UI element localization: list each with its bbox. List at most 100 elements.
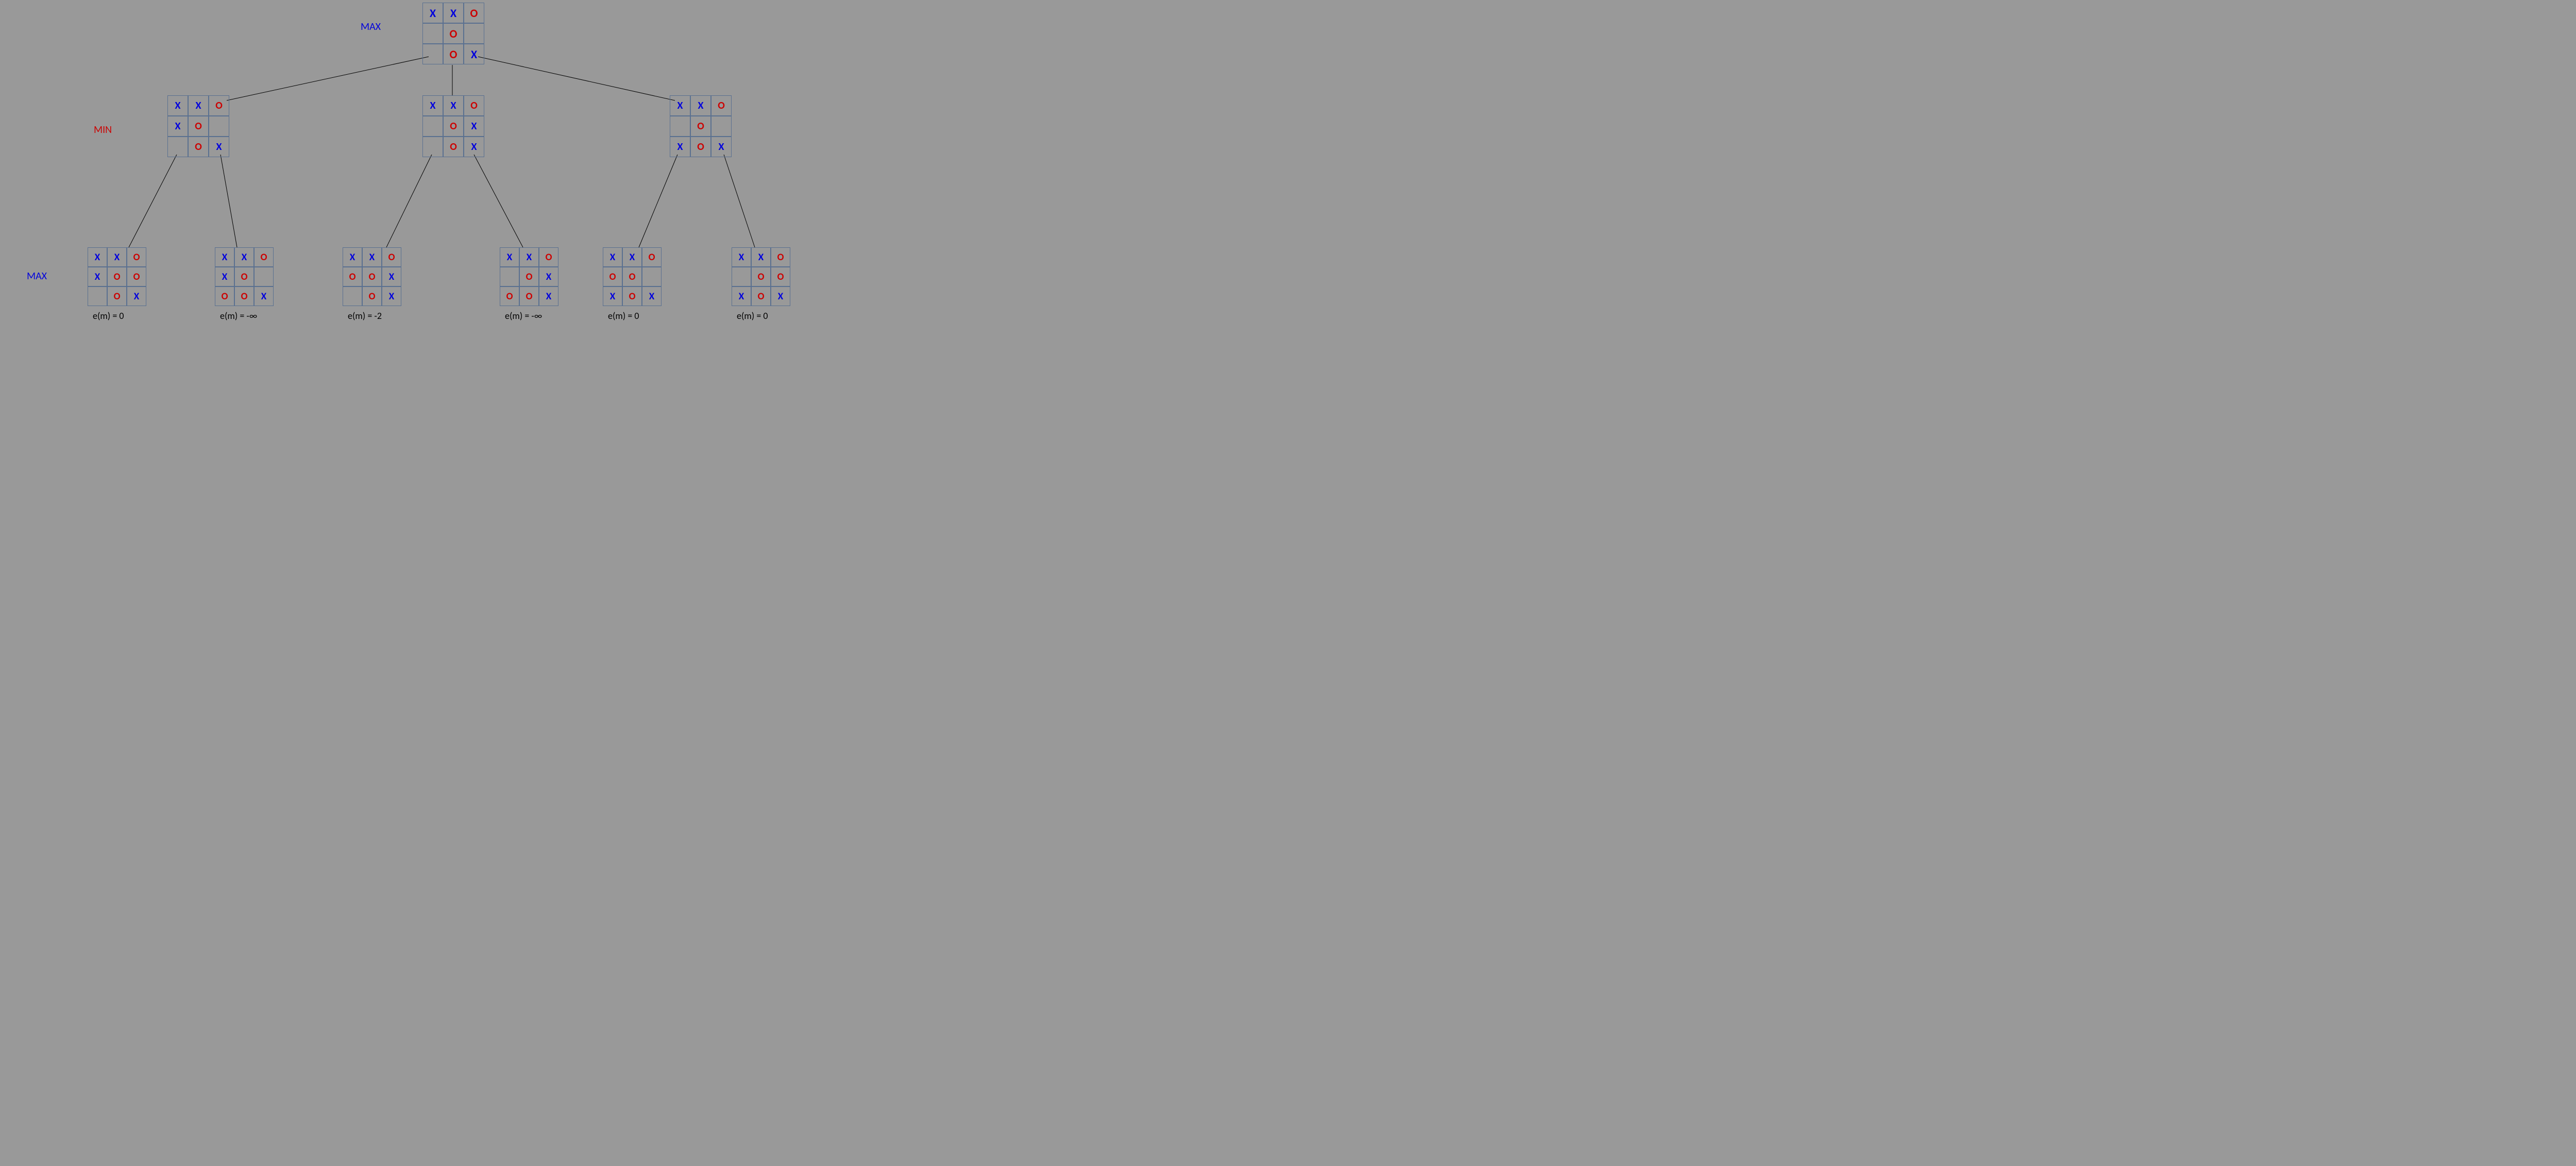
l1-cell-6: [88, 286, 107, 306]
m1-cell-7: O: [188, 137, 209, 157]
m3-board: XXOOXOX: [670, 95, 732, 157]
m3-cell-4: O: [690, 116, 711, 137]
label-max-top: MAX: [361, 21, 381, 33]
l3-cell-8: X: [382, 286, 401, 306]
m1-cell-5: [209, 116, 229, 137]
m2-board: XXOOXOX: [422, 95, 484, 157]
l1-cell-1: X: [107, 247, 127, 267]
m2-cell-6: [422, 137, 443, 157]
l6-board: XXOOOXOX: [732, 247, 790, 306]
l1-cell-0: X: [88, 247, 107, 267]
root-cell-0: X: [422, 3, 443, 23]
l5-cell-4: O: [622, 267, 642, 286]
root-board: XXOOOX: [422, 3, 484, 64]
l3-board: XXOOOXOX: [343, 247, 401, 306]
l5-cell-7: O: [622, 286, 642, 306]
l5-cell-1: X: [622, 247, 642, 267]
l1-cell-8: X: [127, 286, 146, 306]
l5-cell-0: X: [603, 247, 622, 267]
l5-board: XXOOOXOX: [603, 247, 662, 306]
l4-cell-3: [500, 267, 519, 286]
l5-cell-3: O: [603, 267, 622, 286]
l6-cell-7: O: [751, 286, 771, 306]
m3-cell-2: O: [711, 95, 732, 116]
l3-cell-0: X: [343, 247, 362, 267]
l3-eval: e(m) = -2: [348, 310, 382, 322]
label-max-bottom: MAX: [27, 270, 47, 282]
l3-cell-7: O: [362, 286, 382, 306]
m2-cell-8: X: [464, 137, 484, 157]
m3-cell-8: X: [711, 137, 732, 157]
l2-cell-5: [254, 267, 274, 286]
m2-cell-4: O: [443, 116, 464, 137]
l4-cell-5: X: [539, 267, 558, 286]
l6-eval: e(m) = 0: [737, 310, 768, 322]
l5-cell-5: [642, 267, 662, 286]
l5-cell-8: X: [642, 286, 662, 306]
l2-cell-8: X: [254, 286, 274, 306]
m2-cell-5: X: [464, 116, 484, 137]
l6-cell-6: X: [732, 286, 751, 306]
label-min: MIN: [94, 124, 112, 136]
m3-cell-6: X: [670, 137, 690, 157]
l4-cell-0: X: [500, 247, 519, 267]
l2-cell-3: X: [215, 267, 234, 286]
root-cell-3: [422, 23, 443, 44]
l1-cell-7: O: [107, 286, 127, 306]
l3-cell-5: X: [382, 267, 401, 286]
m2-cell-0: X: [422, 95, 443, 116]
l6-cell-0: X: [732, 247, 751, 267]
m2-cell-7: O: [443, 137, 464, 157]
l3-cell-4: O: [362, 267, 382, 286]
l5-cell-2: O: [642, 247, 662, 267]
l1-cell-2: O: [127, 247, 146, 267]
m2-cell-2: O: [464, 95, 484, 116]
l1-board: XXOXOOOX: [88, 247, 146, 306]
l5-cell-6: X: [603, 286, 622, 306]
l2-cell-7: O: [234, 286, 254, 306]
l2-cell-1: X: [234, 247, 254, 267]
l6-cell-5: O: [771, 267, 790, 286]
l2-cell-4: O: [234, 267, 254, 286]
m3-cell-5: [711, 116, 732, 137]
l2-cell-0: X: [215, 247, 234, 267]
l5-eval: e(m) = 0: [608, 310, 639, 322]
root-cell-2: O: [464, 3, 484, 23]
m1-cell-8: X: [209, 137, 229, 157]
l3-cell-3: O: [343, 267, 362, 286]
l6-cell-8: X: [771, 286, 790, 306]
l1-eval: e(m) = 0: [93, 310, 124, 322]
l6-cell-3: [732, 267, 751, 286]
m1-board: XXOXOOX: [167, 95, 229, 157]
l1-cell-3: X: [88, 267, 107, 286]
l4-cell-8: X: [539, 286, 558, 306]
l4-board: XXOOXOOX: [500, 247, 558, 306]
l4-cell-2: O: [539, 247, 558, 267]
l1-cell-4: O: [107, 267, 127, 286]
m1-cell-1: X: [188, 95, 209, 116]
l2-cell-6: O: [215, 286, 234, 306]
l1-cell-5: O: [127, 267, 146, 286]
l6-cell-4: O: [751, 267, 771, 286]
l2-eval: e(m) = -∞: [220, 310, 257, 322]
m1-cell-0: X: [167, 95, 188, 116]
m2-cell-3: [422, 116, 443, 137]
l2-cell-2: O: [254, 247, 274, 267]
root-cell-7: O: [443, 44, 464, 64]
m1-cell-4: O: [188, 116, 209, 137]
root-cell-6: [422, 44, 443, 64]
l4-cell-6: O: [500, 286, 519, 306]
l4-eval: e(m) = -∞: [505, 310, 542, 322]
l3-cell-1: X: [362, 247, 382, 267]
l4-cell-7: O: [519, 286, 539, 306]
l6-cell-2: O: [771, 247, 790, 267]
m3-cell-0: X: [670, 95, 690, 116]
l4-cell-1: X: [519, 247, 539, 267]
m3-cell-7: O: [690, 137, 711, 157]
l3-cell-2: O: [382, 247, 401, 267]
root-cell-4: O: [443, 23, 464, 44]
m3-cell-1: X: [690, 95, 711, 116]
l2-board: XXOXOOOX: [215, 247, 274, 306]
m2-cell-1: X: [443, 95, 464, 116]
l4-cell-4: O: [519, 267, 539, 286]
